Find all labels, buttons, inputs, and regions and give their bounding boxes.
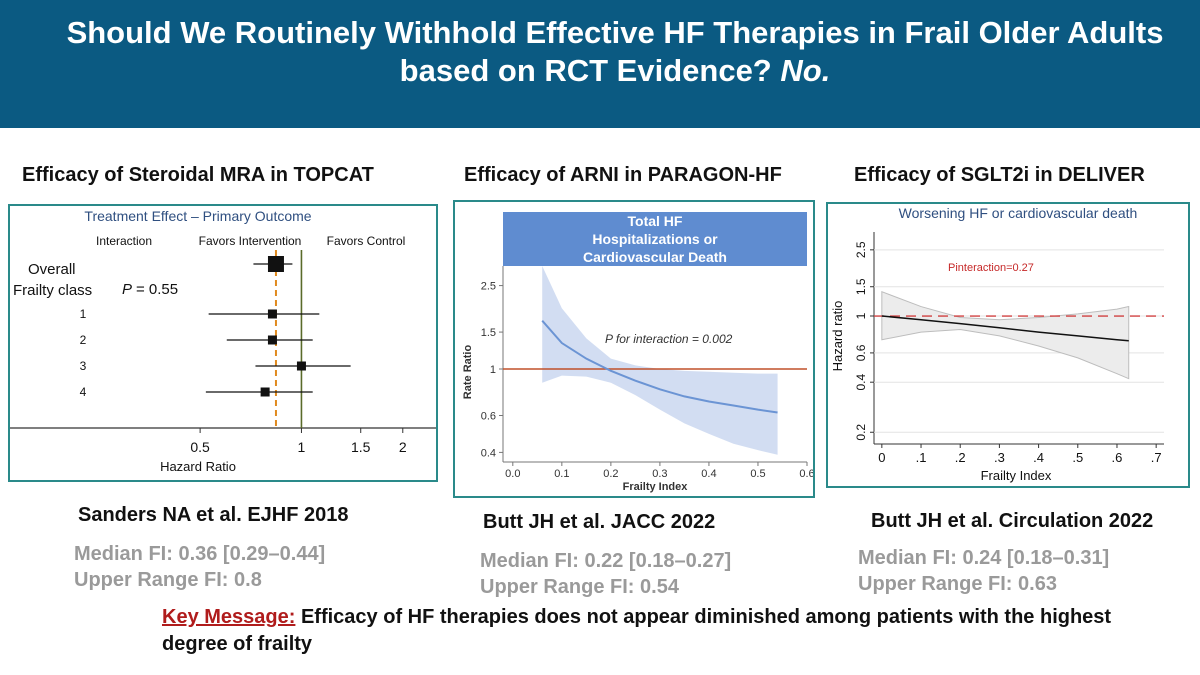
paragon-curve-chart: Total HF Hospitalizations or Cardiovascu… [462, 212, 815, 493]
forest-overall-label: Overall [28, 261, 76, 278]
paragon-x-tick-label: 0.2 [603, 468, 618, 480]
paragon-y-tick-label: 1.5 [481, 327, 496, 339]
paragon-x-tick-label: 0.1 [554, 468, 569, 480]
upper-fi-topcat: Upper Range FI: 0.8 [74, 569, 262, 591]
forest-row-label: 2 [80, 333, 87, 347]
deliver-curve-chart: Worsening HF or cardiovascular death 0.2… [830, 205, 1164, 483]
deliver-x-tick-label: .7 [1151, 450, 1162, 465]
forest-x-axis-label: Hazard Ratio [160, 459, 236, 474]
upper-fi-paragon: Upper Range FI: 0.54 [480, 576, 679, 598]
deliver-y-tick-label: 1.5 [854, 278, 868, 295]
forest-title: Treatment Effect – Primary Outcome [84, 208, 311, 224]
panel-frame-paragon: Total HF Hospitalizations or Cardiovascu… [453, 200, 815, 498]
deliver-ci-band [881, 290, 1130, 380]
slide-title-main: Should We Routinely Withhold Effective H… [66, 15, 1164, 88]
forest-x-tick-label: 1.5 [351, 439, 371, 455]
panel-title-topcat: Efficacy of Steroidal MRA in TOPCAT [22, 164, 374, 186]
forest-point-marker [260, 387, 270, 397]
forest-header-favors-control: Favors Control [327, 234, 406, 248]
paragon-x-tick-label: 0.5 [750, 468, 765, 480]
deliver-x-tick-label: .2 [955, 450, 966, 465]
citation-paragon: Butt JH et al. JACC 2022 [483, 511, 716, 533]
paragon-ci-band [542, 266, 778, 455]
forest-row-label: 3 [80, 359, 87, 373]
paragon-series-line [541, 320, 778, 414]
key-message-text: Efficacy of HF therapies does not appear… [162, 606, 1112, 655]
forest-header-favors-intervention: Favors Intervention [199, 234, 302, 248]
paragon-x-tick-label: 0.0 [505, 468, 520, 480]
forest-point-marker [267, 309, 277, 319]
forest-plot-chart: Treatment Effect – Primary Outcome Inter… [10, 208, 436, 474]
forest-row-label: 1 [80, 307, 87, 321]
forest-p-label: P [122, 281, 132, 298]
deliver-x-tick-label: .3 [994, 450, 1005, 465]
paragon-x-tick-label: 0.4 [701, 468, 716, 480]
deliver-x-tick-label: .6 [1112, 450, 1123, 465]
panel-title-paragon: Efficacy of ARNI in PARAGON-HF [464, 164, 782, 186]
citation-deliver: Butt JH et al. Circulation 2022 [871, 510, 1154, 532]
forest-x-tick-label: 1 [298, 439, 306, 455]
citation-topcat: Sanders NA et al. EJHF 2018 [78, 504, 349, 526]
deliver-annotation: Pinteraction=0.27 [948, 262, 1034, 274]
paragon-title: Total HF Hospitalizations or Cardiovascu… [583, 213, 727, 265]
deliver-x-tick-label: .4 [1033, 450, 1044, 465]
upper-fi-deliver: Upper Range FI: 0.63 [858, 573, 1057, 595]
paragon-x-tick-label: 0.6 [799, 468, 813, 480]
median-fi-paragon: Median FI: 0.22 [0.18–0.27] [480, 550, 732, 572]
panel-title-deliver: Efficacy of SGLT2i in DELIVER [854, 164, 1145, 186]
key-message: Key Message: Efficacy of HF therapies do… [162, 604, 1122, 658]
forest-point-marker [296, 361, 306, 371]
key-message-label: Key Message: [162, 606, 296, 628]
forest-point-marker [267, 256, 284, 272]
panel-frame-topcat: Treatment Effect – Primary Outcome Inter… [8, 204, 438, 482]
deliver-y-tick-label: 0.4 [854, 374, 868, 391]
paragon-title-box [503, 212, 807, 266]
slide-title-emphasis: No. [780, 53, 831, 88]
paragon-x-axis-label: Frailty Index [623, 481, 689, 493]
paragon-y-tick-label: 1 [490, 364, 496, 376]
median-fi-topcat: Median FI: 0.36 [0.29–0.44] [74, 543, 326, 565]
paragon-x-tick-label: 0.3 [652, 468, 667, 480]
deliver-y-axis-label: Hazard ratio [830, 301, 845, 372]
forest-p-value: = 0.55 [136, 281, 178, 298]
slide-title: Should We Routinely Withhold Effective H… [40, 14, 1190, 90]
paragon-y-tick-label: 0.6 [481, 410, 496, 422]
forest-header-interaction: Interaction [96, 234, 152, 248]
paragon-y-tick-label: 2.5 [481, 281, 496, 293]
deliver-title: Worsening HF or cardiovascular death [899, 205, 1138, 221]
deliver-series-line [881, 315, 1129, 342]
forest-x-tick-label: 0.5 [190, 439, 210, 455]
paragon-annotation: P for interaction = 0.002 [605, 332, 733, 346]
forest-row-label: 4 [80, 385, 87, 399]
forest-x-tick-label: 2 [399, 439, 407, 455]
forest-point-marker [267, 335, 277, 345]
deliver-x-tick-label: .1 [916, 450, 927, 465]
deliver-y-tick-label: 0.6 [854, 344, 868, 361]
deliver-y-tick-label: 2.5 [854, 241, 868, 258]
title-banner: Should We Routinely Withhold Effective H… [0, 0, 1200, 128]
forest-group-label: Frailty class [13, 282, 92, 299]
paragon-y-tick-label: 0.4 [481, 447, 496, 459]
deliver-x-tick-label: 0 [878, 450, 885, 465]
deliver-y-tick-label: 1 [854, 312, 868, 319]
median-fi-deliver: Median FI: 0.24 [0.18–0.31] [858, 547, 1110, 569]
deliver-x-axis-label: Frailty Index [981, 468, 1052, 483]
deliver-y-tick-label: 0.2 [854, 424, 868, 441]
paragon-y-axis-label: Rate Ratio [462, 345, 474, 400]
panel-frame-deliver: Worsening HF or cardiovascular death 0.2… [826, 202, 1190, 488]
deliver-x-tick-label: .5 [1072, 450, 1083, 465]
